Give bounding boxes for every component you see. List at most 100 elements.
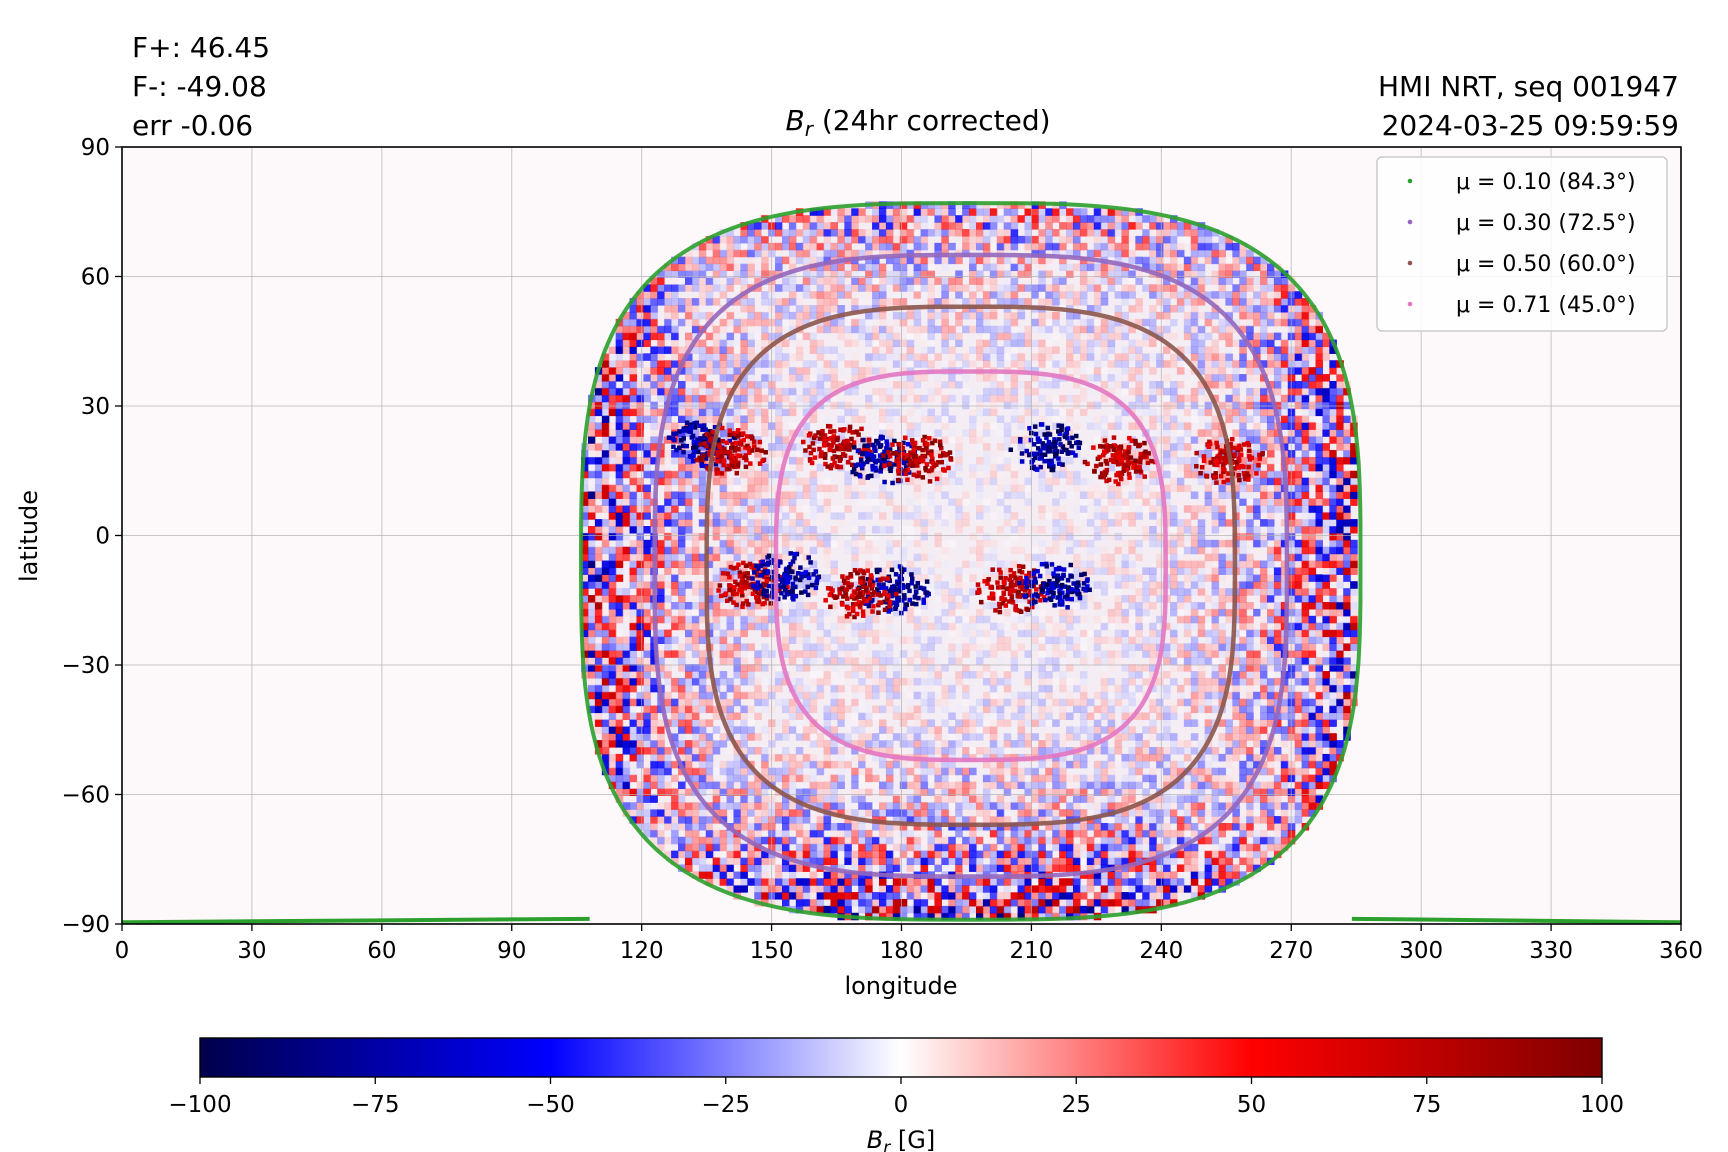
disk-pixel [622, 595, 631, 603]
disk-pixel [775, 298, 783, 306]
disk-pixel [781, 436, 790, 444]
disk-pixel [1024, 408, 1033, 417]
disk-pixel [872, 387, 880, 396]
disk-pixel [865, 705, 873, 714]
disk-pixel [747, 829, 755, 838]
disk-pixel [754, 809, 762, 817]
disk-pixel [906, 892, 915, 900]
disk-pixel [601, 539, 610, 548]
disk-pixel [594, 491, 603, 499]
disk-pixel [941, 235, 949, 244]
disk-pixel [899, 463, 908, 472]
disk-pixel [664, 636, 672, 645]
disk-pixel [851, 235, 859, 244]
disk-pixel [788, 456, 797, 465]
disk-pixel [948, 788, 956, 796]
disk-pixel [913, 774, 922, 783]
disk-pixel [927, 567, 936, 575]
disk-pixel [733, 512, 742, 520]
disk-pixel [712, 477, 721, 486]
disk-pixel [684, 843, 693, 852]
disk-pixel [941, 325, 949, 334]
disk-pixel [1003, 394, 1012, 403]
disk-pixel [719, 581, 728, 589]
disk-pixel [594, 705, 603, 714]
disk-pixel [740, 332, 748, 341]
disk-pixel [830, 843, 839, 852]
disk-pixel [955, 291, 963, 299]
disk-pixel [691, 532, 700, 541]
disk-pixel [650, 753, 658, 762]
disk-pixel [1003, 560, 1012, 569]
disk-pixel [837, 753, 845, 762]
disk-pixel [1010, 526, 1019, 534]
disk-pixel [920, 767, 929, 776]
disk-pixel [1045, 477, 1053, 486]
disk-pixel [809, 588, 818, 596]
disk-pixel [733, 608, 742, 617]
disk-pixel [733, 484, 742, 493]
disk-pixel [608, 677, 617, 686]
disk-pixel [837, 436, 845, 444]
disk-pixel [975, 484, 984, 493]
disk-pixel [996, 898, 1005, 907]
disk-pixel [878, 705, 887, 714]
disk-pixel [705, 608, 714, 617]
disk-pixel [913, 574, 922, 582]
disk-pixel [712, 767, 721, 776]
disk-pixel [664, 512, 672, 520]
disk-pixel [781, 277, 790, 285]
disk-pixel [761, 705, 769, 714]
disk-pixel [581, 581, 589, 589]
disk-pixel [975, 463, 984, 472]
disk-pixel [816, 512, 825, 520]
disk-pixel [726, 284, 735, 292]
disk-pixel [1031, 270, 1039, 278]
disk-pixel [1010, 415, 1019, 424]
disk-pixel [872, 526, 880, 534]
disk-pixel [664, 581, 672, 589]
disk-pixel [705, 705, 714, 714]
disk-pixel [989, 325, 998, 334]
disk-pixel [948, 740, 956, 748]
disk-pixel [712, 505, 721, 513]
disk-pixel [830, 712, 839, 720]
disk-pixel [872, 733, 880, 741]
disk-pixel [802, 408, 811, 417]
disk-pixel [601, 380, 610, 389]
disk-pixel [657, 615, 665, 624]
disk-pixel [920, 836, 929, 845]
disk-pixel [962, 857, 970, 866]
disk-pixel [664, 270, 672, 278]
disk-pixel [788, 671, 797, 679]
disk-pixel [775, 733, 783, 741]
disk-pixel [615, 601, 624, 610]
disk-pixel [823, 229, 832, 237]
disk-pixel [927, 726, 936, 734]
disk-pixel [851, 360, 859, 368]
disk-pixel [643, 380, 651, 389]
disk-pixel [754, 284, 762, 292]
disk-pixel [671, 367, 679, 375]
disk-pixel [858, 235, 866, 244]
disk-pixel [913, 836, 922, 845]
disk-pixel [913, 332, 922, 341]
disk-pixel [1003, 788, 1012, 796]
disk-pixel [865, 325, 873, 334]
disk-pixel [1010, 270, 1019, 278]
disk-pixel [788, 401, 797, 410]
disk-pixel [781, 512, 790, 520]
disk-pixel [913, 898, 922, 907]
disk-pixel [962, 898, 970, 907]
disk-pixel [816, 740, 825, 748]
disk-pixel [948, 401, 956, 410]
disk-pixel [989, 553, 998, 562]
disk-pixel [650, 436, 658, 444]
disk-pixel [1003, 664, 1012, 672]
disk-pixel [844, 850, 852, 859]
disk-pixel [684, 560, 693, 569]
disk-pixel [809, 857, 818, 866]
disk-pixel [691, 374, 700, 382]
disk-pixel [844, 643, 852, 651]
disk-pixel [962, 512, 970, 520]
